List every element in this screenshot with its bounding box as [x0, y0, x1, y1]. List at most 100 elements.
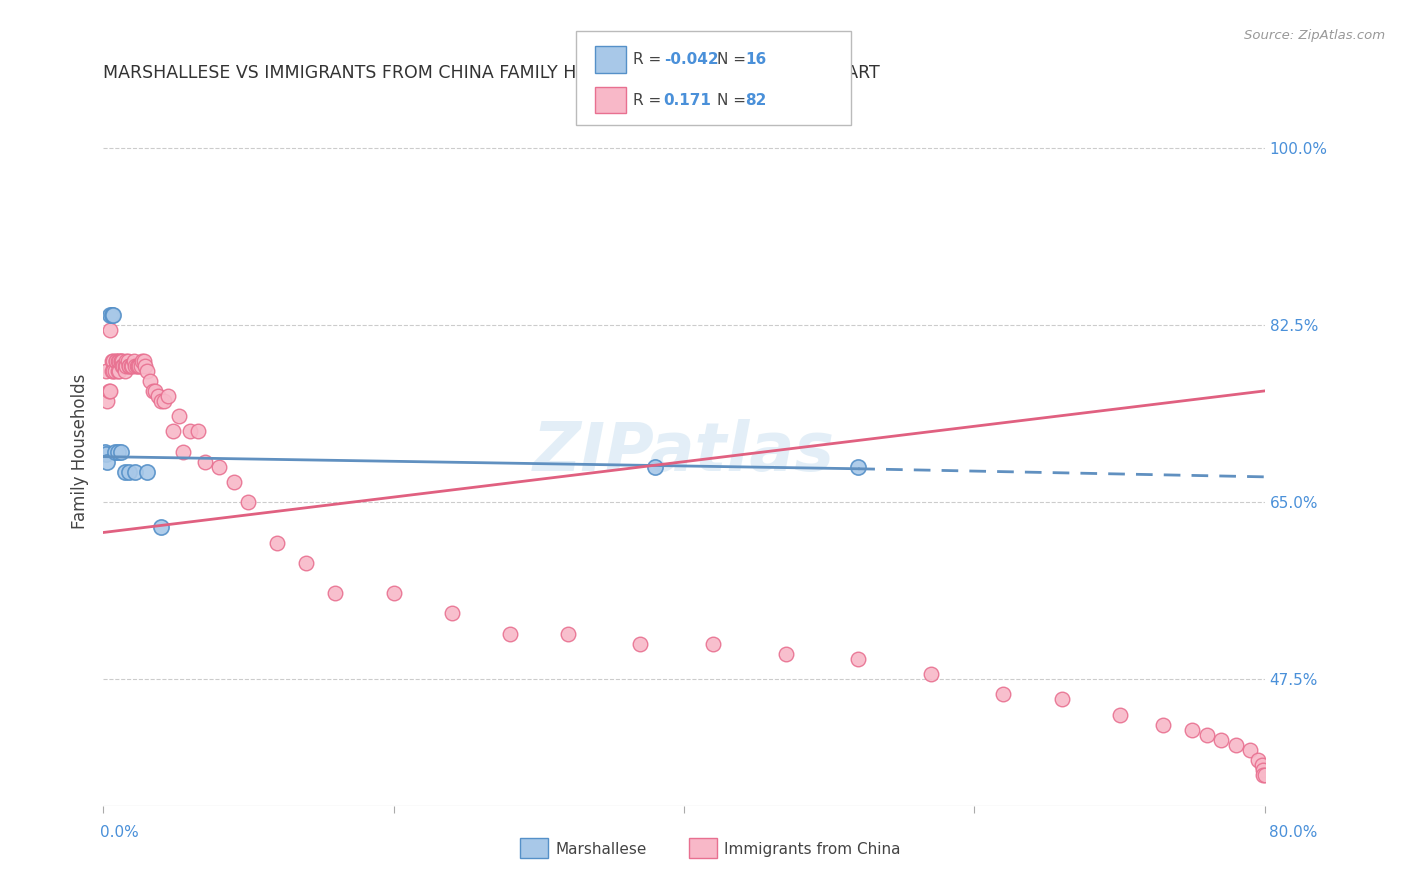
Point	[110, 444, 132, 458]
Point	[172, 444, 194, 458]
Point	[107, 364, 129, 378]
Point	[124, 359, 146, 373]
Point	[131, 353, 153, 368]
Point	[105, 353, 128, 368]
Point	[127, 359, 149, 373]
Point	[96, 394, 118, 409]
Text: 80.0%: 80.0%	[1270, 825, 1317, 840]
Point	[1225, 738, 1247, 752]
Point	[644, 459, 666, 474]
Point	[499, 626, 522, 640]
Point	[103, 353, 125, 368]
Point	[148, 389, 170, 403]
Point	[114, 465, 136, 479]
Point	[118, 465, 141, 479]
Point	[1253, 768, 1275, 782]
Text: -0.042: -0.042	[664, 52, 718, 67]
Point	[1251, 758, 1274, 772]
Point	[1108, 707, 1130, 722]
Point	[135, 465, 157, 479]
Text: 82: 82	[745, 93, 766, 108]
Point	[108, 353, 131, 368]
Point	[1181, 723, 1204, 737]
Point	[94, 447, 117, 461]
Point	[118, 359, 141, 373]
Point	[100, 308, 122, 322]
Point	[167, 409, 190, 424]
Point	[138, 374, 160, 388]
Point	[993, 687, 1015, 701]
Point	[1254, 768, 1277, 782]
Point	[1050, 692, 1073, 706]
Text: R =: R =	[633, 93, 666, 108]
Point	[124, 465, 146, 479]
Point	[117, 353, 139, 368]
Point	[440, 607, 463, 621]
Point	[103, 308, 125, 322]
Point	[141, 384, 163, 398]
Text: 16: 16	[745, 52, 766, 67]
Point	[186, 425, 208, 439]
Point	[145, 384, 167, 398]
Point	[105, 353, 128, 368]
Point	[97, 384, 120, 398]
Point	[134, 359, 156, 373]
Point	[382, 586, 405, 600]
Point	[1152, 717, 1174, 731]
Point	[111, 353, 134, 368]
Point	[846, 652, 869, 666]
Point	[846, 459, 869, 474]
Text: N =: N =	[717, 52, 751, 67]
Point	[101, 364, 124, 378]
Text: 0.171: 0.171	[664, 93, 711, 108]
Point	[101, 353, 124, 368]
Point	[121, 359, 143, 373]
Point	[222, 475, 245, 489]
Y-axis label: Family Households: Family Households	[72, 374, 89, 529]
Point	[115, 353, 138, 368]
Point	[150, 394, 173, 409]
Point	[108, 364, 131, 378]
Point	[93, 444, 115, 458]
Text: R =: R =	[633, 52, 666, 67]
Point	[630, 637, 652, 651]
Point	[153, 394, 176, 409]
Point	[107, 353, 129, 368]
Point	[114, 364, 136, 378]
Point	[115, 359, 138, 373]
Point	[111, 359, 134, 373]
Point	[129, 359, 152, 373]
Point	[110, 353, 132, 368]
Text: 0.0%: 0.0%	[100, 825, 139, 840]
Point	[120, 359, 142, 373]
Point	[104, 364, 127, 378]
Text: N =: N =	[717, 93, 751, 108]
Point	[150, 520, 173, 534]
Point	[96, 455, 118, 469]
Point	[135, 364, 157, 378]
Point	[122, 353, 145, 368]
Point	[208, 459, 231, 474]
Text: Immigrants from China: Immigrants from China	[724, 842, 901, 856]
Point	[101, 308, 124, 322]
Point	[103, 364, 125, 378]
Point	[162, 425, 184, 439]
Point	[920, 667, 942, 681]
Text: Source: ZipAtlas.com: Source: ZipAtlas.com	[1244, 29, 1385, 42]
Point	[114, 359, 136, 373]
Point	[1253, 763, 1275, 777]
Point	[1246, 753, 1268, 767]
Point	[1211, 732, 1233, 747]
Point	[557, 626, 579, 640]
Point	[128, 359, 150, 373]
Point	[1239, 743, 1261, 757]
Point	[94, 364, 117, 378]
Point	[100, 323, 122, 337]
Point	[325, 586, 347, 600]
Point	[132, 353, 155, 368]
Text: ZIPatlas: ZIPatlas	[533, 418, 835, 484]
Point	[107, 444, 129, 458]
Point	[125, 359, 148, 373]
Point	[238, 495, 260, 509]
Point	[775, 647, 797, 661]
